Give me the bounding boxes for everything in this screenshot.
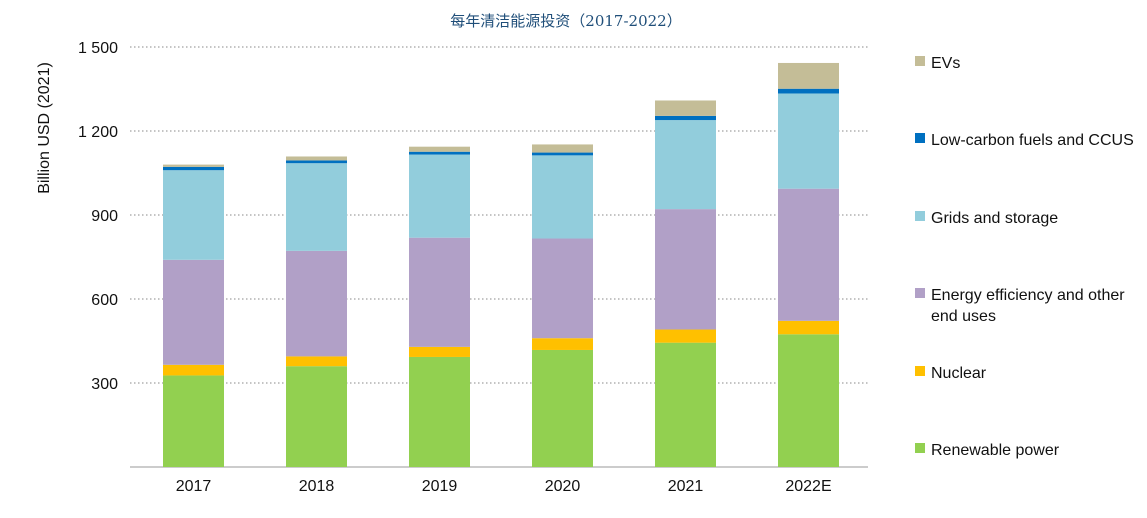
- bar-segment: [655, 120, 716, 210]
- bar-segment: [286, 356, 347, 367]
- y-tick-label: 900: [91, 208, 118, 225]
- legend: EVs Low-carbon fuels and CCUS Grids and st…: [915, 55, 1134, 459]
- y-tick-label: 300: [91, 376, 118, 393]
- bar-segment: [655, 342, 716, 467]
- bar-segment: [778, 188, 839, 321]
- bar-segment: [409, 154, 470, 238]
- y-tick-label: 1 200: [78, 124, 118, 141]
- legend-swatch: [915, 288, 925, 298]
- bar-segment: [286, 156, 347, 161]
- bar-segment: [163, 166, 224, 171]
- legend-label: EVs: [931, 55, 960, 72]
- bar-segment: [286, 366, 347, 467]
- bar-segment: [778, 88, 839, 94]
- x-tick-label: 2020: [545, 478, 581, 495]
- legend-swatch: [915, 366, 925, 376]
- bar-segment: [409, 151, 470, 155]
- x-tick-label: 2022E: [785, 478, 831, 495]
- bar-segment: [532, 349, 593, 467]
- bar-segment: [532, 144, 593, 153]
- bar-segment: [778, 62, 839, 89]
- y-tick-label: 1 500: [78, 40, 118, 57]
- bar-segment: [778, 334, 839, 467]
- legend-swatch: [915, 443, 925, 453]
- bar-segment: [163, 170, 224, 260]
- y-axis-label: Billion USD (2021): [36, 62, 53, 194]
- legend-label: Nuclear: [931, 365, 987, 382]
- bar-segment: [655, 100, 716, 116]
- legend-swatch: [915, 211, 925, 221]
- bar-segment: [286, 250, 347, 357]
- bar-segment: [163, 364, 224, 376]
- bar-segment: [409, 146, 470, 152]
- bar-segment: [532, 338, 593, 350]
- bar-segment: [532, 238, 593, 339]
- x-tick-label: 2018: [299, 478, 335, 495]
- bar-segment: [409, 237, 470, 347]
- bar-segment: [409, 346, 470, 357]
- bar-segment: [655, 115, 716, 121]
- legend-label: Grids and storage: [931, 210, 1058, 227]
- legend-swatch: [915, 133, 925, 143]
- bars: [163, 62, 839, 467]
- y-tick-label: 600: [91, 292, 118, 309]
- x-tick-label: 2017: [176, 478, 212, 495]
- y-tick-labels: 300 600 900 1 200 1 500: [78, 40, 118, 393]
- legend-label: Renewable power: [931, 442, 1060, 459]
- x-tick-label: 2021: [668, 478, 704, 495]
- legend-swatch: [915, 56, 925, 66]
- chart-title: 每年清洁能源投资（2017-2022）: [450, 12, 681, 30]
- bar-segment: [163, 375, 224, 467]
- bar-segment: [778, 93, 839, 189]
- bar-segment: [532, 152, 593, 156]
- bar-segment: [655, 209, 716, 330]
- bar-segment: [163, 259, 224, 365]
- bar-segment: [778, 320, 839, 335]
- bar-segment: [286, 163, 347, 251]
- bar-segment: [532, 155, 593, 239]
- legend-label: Energy efficiency and other end uses: [931, 287, 1125, 325]
- bar-segment: [286, 160, 347, 164]
- grid-lines: [130, 46, 868, 468]
- legend-label: Low-carbon fuels and CCUS: [931, 132, 1134, 149]
- bar-segment: [655, 329, 716, 343]
- x-tick-label: 2019: [422, 478, 458, 495]
- bar-segment: [409, 356, 470, 467]
- x-tick-labels: 2017 2018 2019 2020 2021 2022E: [176, 478, 832, 495]
- bar-segment: [163, 164, 224, 167]
